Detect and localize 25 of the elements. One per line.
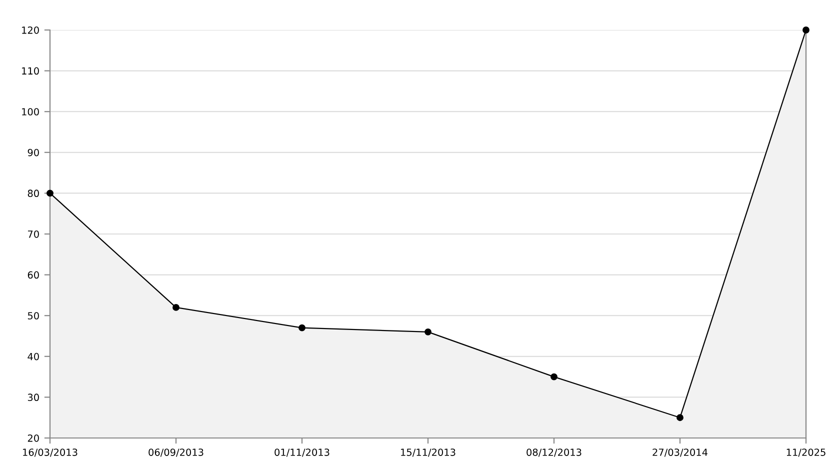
x-tick-label: 27/03/2014 — [652, 448, 708, 457]
x-tick-label: 16/03/2013 — [23, 448, 78, 457]
point — [298, 324, 306, 332]
point — [46, 190, 54, 197]
y-tick-label: 50 — [28, 312, 39, 320]
y-tick-label: 60 — [28, 271, 39, 279]
x-tick-label: 08/12/2013 — [526, 448, 582, 457]
y-tick-label: 90 — [28, 148, 39, 156]
point — [802, 26, 810, 34]
x-tick-label: 11/2025 — [786, 448, 826, 457]
y-tick-label: 80 — [28, 190, 39, 198]
x-tick-label: 06/09/2013 — [148, 448, 204, 457]
y-tick-label: 70 — [28, 230, 39, 238]
point — [676, 414, 684, 422]
x-tick-label: 01/11/2013 — [274, 448, 330, 457]
x-tick-label: 15/11/2013 — [401, 448, 456, 457]
y-tick-label: 110 — [22, 67, 39, 75]
point — [550, 373, 558, 380]
y-tick-label: 30 — [28, 394, 39, 402]
point — [424, 328, 432, 336]
point — [172, 304, 180, 311]
y-tick-label: 100 — [22, 108, 39, 116]
y-tick-label: 40 — [28, 352, 39, 360]
y-tick-label: 20 — [28, 434, 39, 442]
y-tick-label: 120 — [22, 26, 39, 34]
